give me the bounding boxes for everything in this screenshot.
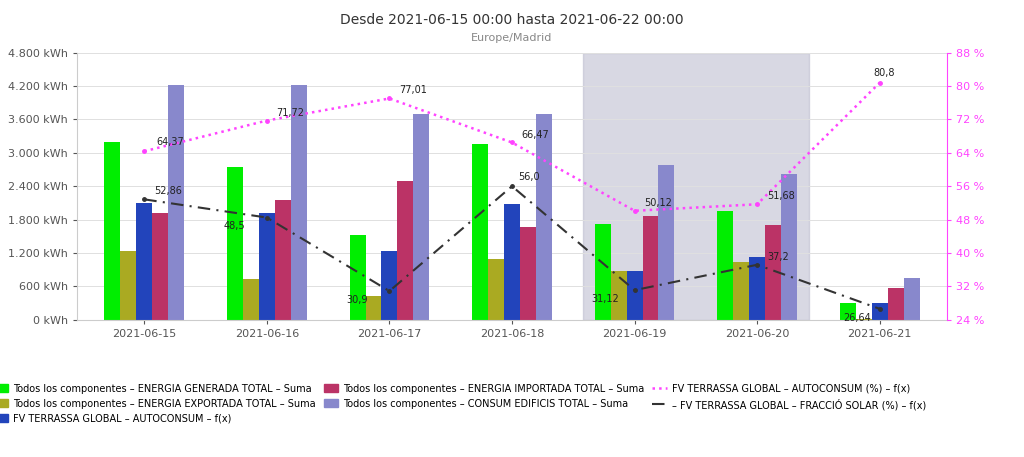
Text: 52,86: 52,86 bbox=[154, 186, 182, 197]
Text: 64,37: 64,37 bbox=[157, 137, 184, 147]
Bar bbox=[610, 271, 627, 320]
Bar bbox=[504, 204, 520, 320]
Bar bbox=[840, 303, 856, 320]
Bar bbox=[121, 251, 136, 320]
Text: 31,12: 31,12 bbox=[592, 294, 620, 304]
Bar bbox=[472, 144, 488, 320]
Bar bbox=[397, 181, 414, 320]
Text: 30,9: 30,9 bbox=[346, 295, 368, 305]
Text: 51,68: 51,68 bbox=[767, 191, 795, 201]
Bar bbox=[595, 224, 610, 320]
Text: 77,01: 77,01 bbox=[399, 85, 427, 96]
Bar bbox=[658, 165, 675, 320]
Bar bbox=[733, 262, 750, 320]
Bar bbox=[750, 257, 765, 320]
Text: 80,8: 80,8 bbox=[873, 69, 895, 78]
Bar bbox=[227, 167, 243, 320]
Bar bbox=[414, 114, 429, 320]
Bar bbox=[488, 259, 504, 320]
Bar bbox=[520, 228, 536, 320]
Bar bbox=[583, 53, 809, 320]
Bar bbox=[382, 251, 397, 320]
Text: 66,47: 66,47 bbox=[522, 130, 550, 140]
Bar bbox=[904, 277, 920, 320]
Bar bbox=[366, 296, 382, 320]
Bar bbox=[168, 85, 184, 320]
Bar bbox=[871, 303, 888, 320]
Legend: Todos los componentes – ENERGIA GENERADA TOTAL – Suma, Todos los componentes – E: Todos los componentes – ENERGIA GENERADA… bbox=[0, 380, 930, 427]
Text: 48,5: 48,5 bbox=[224, 221, 246, 231]
Bar bbox=[627, 271, 643, 320]
Bar bbox=[765, 225, 781, 320]
Bar bbox=[536, 114, 552, 320]
Text: 56,0: 56,0 bbox=[518, 172, 540, 182]
Bar bbox=[259, 213, 274, 320]
Text: Europe/Madrid: Europe/Madrid bbox=[471, 33, 553, 43]
Text: 26,64: 26,64 bbox=[843, 313, 870, 323]
Bar bbox=[243, 279, 259, 320]
Bar bbox=[781, 174, 797, 320]
Bar bbox=[291, 85, 306, 320]
Bar bbox=[104, 142, 121, 320]
Bar bbox=[153, 213, 168, 320]
Bar bbox=[136, 203, 153, 320]
Text: Desde 2021-06-15 00:00 hasta 2021-06-22 00:00: Desde 2021-06-15 00:00 hasta 2021-06-22 … bbox=[340, 13, 684, 27]
Bar bbox=[274, 200, 291, 320]
Text: 37,2: 37,2 bbox=[767, 252, 788, 262]
Bar bbox=[349, 235, 366, 320]
Bar bbox=[643, 216, 658, 320]
Bar bbox=[856, 319, 871, 320]
Text: 71,72: 71,72 bbox=[276, 107, 304, 117]
Bar bbox=[718, 211, 733, 320]
Bar bbox=[888, 288, 904, 320]
Text: 50,12: 50,12 bbox=[644, 198, 673, 208]
